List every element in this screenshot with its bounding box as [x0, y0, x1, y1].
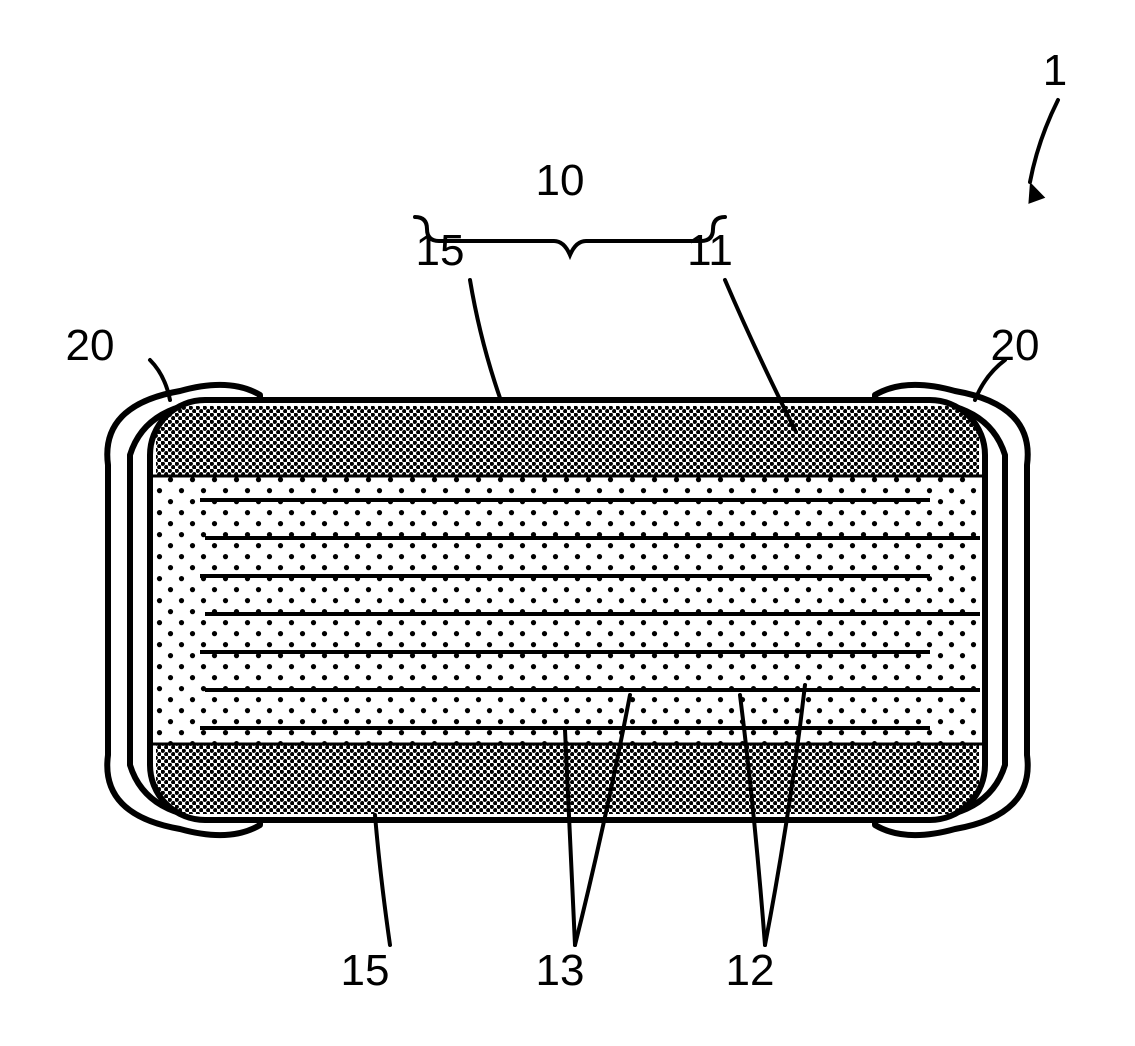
label-electrode_b: 12	[726, 946, 775, 995]
label-terminal_right: 20	[991, 321, 1040, 370]
protective-layer-top	[156, 406, 979, 476]
label-electrode_a: 13	[536, 946, 585, 995]
leader-line	[375, 815, 390, 945]
label-assembly: 1	[1043, 46, 1067, 95]
label-protect_top: 15	[416, 226, 465, 275]
label-terminal_left: 20	[66, 321, 115, 370]
label-body: 10	[536, 156, 585, 205]
leader-line	[1030, 100, 1058, 182]
leader-line	[470, 280, 500, 398]
inner-dielectric	[156, 476, 979, 744]
arrowhead	[1022, 179, 1046, 204]
label-inner: 11	[687, 226, 733, 275]
label-protect_bottom: 15	[341, 946, 390, 995]
